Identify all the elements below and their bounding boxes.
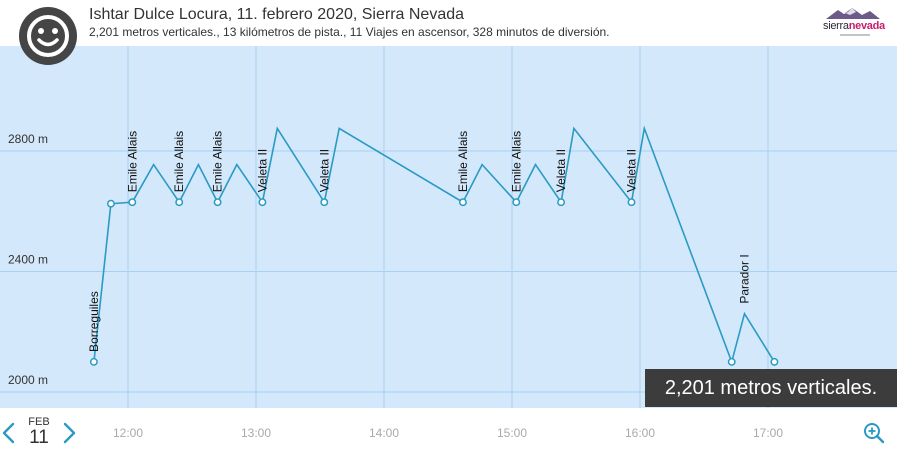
lift-marker: [627, 198, 636, 207]
x-tick-label: 13:00: [241, 426, 271, 440]
y-tick-label: 2000 m: [8, 373, 48, 387]
lift-marker: [128, 198, 137, 207]
lift-label: Veleta II: [625, 149, 639, 192]
lift-marker: [258, 198, 267, 207]
lift-label: Emile Allais: [211, 131, 225, 192]
lift-marker: [727, 357, 736, 366]
logo-text: sierranevada: [823, 20, 885, 32]
y-tick-label: 2400 m: [8, 253, 48, 267]
lift-marker: [458, 198, 467, 207]
x-tick-label: 16:00: [625, 426, 655, 440]
lift-label: Emile Allais: [125, 131, 139, 192]
x-tick-label: 14:00: [369, 426, 399, 440]
lift-marker: [557, 198, 566, 207]
elevation-chart: Borreguiles Emile Allais Emile Allais Emile…: [0, 46, 897, 408]
x-tick-label: 12:00: [113, 426, 143, 440]
zoom-in-icon[interactable]: [863, 422, 885, 444]
chart-title: Ishtar Dulce Locura, 11. febrero 2020, S…: [89, 6, 465, 23]
lift-label: Veleta II: [317, 149, 331, 192]
x-tick-label: 15:00: [497, 426, 527, 440]
lift-label: Veleta II: [255, 149, 269, 192]
lift-marker: [89, 357, 98, 366]
lift-label: Parador I: [737, 254, 751, 303]
lift-marker: [512, 198, 521, 207]
chevron-left-icon[interactable]: [0, 421, 18, 445]
lift-marker: [213, 198, 222, 207]
chart-subtitle: 2,201 metros verticales., 13 kilómetros …: [89, 25, 610, 39]
logo-text-sierra: sierra: [823, 20, 849, 32]
lift-label: Veleta II: [554, 149, 568, 192]
lift-marker: [320, 198, 329, 207]
summary-chip: 2,201 metros verticales.: [645, 369, 897, 407]
smiley-icon: [18, 6, 78, 66]
logo-text-nevada: nevada: [848, 20, 885, 32]
y-tick-label: 2800 m: [8, 132, 48, 146]
chart-header: Ishtar Dulce Locura, 11. febrero 2020, S…: [0, 0, 897, 46]
lift-label: Emile Allais: [172, 131, 186, 192]
sierra-nevada-logo: sierranevada: [820, 6, 886, 38]
lift-label: Emile Allais: [456, 131, 470, 192]
lift-label: Emile Allais: [509, 131, 523, 192]
lift-marker: [770, 357, 779, 366]
date-day: 11: [29, 427, 49, 448]
mountain-icon: [826, 8, 880, 36]
x-tick-label: 17:00: [753, 426, 783, 440]
lift-marker: [106, 199, 115, 208]
x-axis: 12:00 13:00 14:00 15:00 16:00 17:00: [113, 426, 783, 440]
elevation-line: [93, 125, 776, 365]
lift-label: Borreguiles: [87, 291, 101, 352]
date-month: FEB: [28, 416, 50, 428]
chart-footer: FEB 11 12:00 13:00 14:00 15:00 16:00 17:00: [0, 408, 897, 459]
lift-marker: [175, 198, 184, 207]
plot-background: [0, 46, 897, 408]
chevron-right-icon[interactable]: [60, 421, 78, 445]
